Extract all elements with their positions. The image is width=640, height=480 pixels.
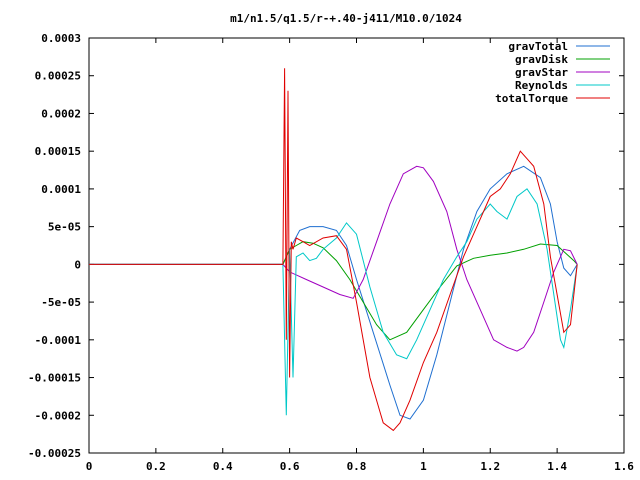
y-tick-label: 0.0003 [41, 32, 81, 45]
y-tick-label: -0.0002 [35, 409, 81, 422]
y-tick-label: -0.00025 [28, 447, 81, 460]
series-line-Reynolds [89, 188, 578, 416]
series-line-gravStar [89, 165, 578, 352]
x-tick-label: 0.8 [347, 460, 367, 473]
legend-label: gravStar [515, 66, 568, 79]
y-tick-label: 0.00025 [35, 70, 81, 83]
legend-label: gravDisk [515, 53, 568, 66]
series-line-gravTotal [89, 165, 578, 420]
axis-ticks: 0 0.2 0.4 0.6 0.8 1 1.2 1.4 1.6 0.0003 0.00025 0.00… [28, 32, 634, 473]
x-tick-label: 0.4 [213, 460, 233, 473]
series-lines [89, 68, 578, 432]
x-tick-label: 0.2 [146, 460, 166, 473]
y-tick-label: 0 [74, 258, 81, 271]
legend: gravTotalgravDiskgravStarReynoldstotalTo… [495, 40, 610, 105]
y-tick-label: -5e-05 [41, 296, 81, 309]
x-tick-label: 0.6 [280, 460, 300, 473]
x-tick-label: 1.2 [480, 460, 500, 473]
chart-title: m1/n1.5/q1.5/r-+.40-j411/M10.0/1024 [230, 12, 462, 25]
legend-label: Reynolds [515, 79, 568, 92]
x-tick-label: 1.6 [614, 460, 634, 473]
y-tick-label: 0.00015 [35, 145, 81, 158]
y-tick-label: 0.0002 [41, 107, 81, 120]
x-tick-label: 1.4 [547, 460, 567, 473]
x-tick-label: 0 [86, 460, 93, 473]
legend-label: gravTotal [508, 40, 568, 53]
y-tick-label: 0.0001 [41, 183, 81, 196]
y-tick-label: -0.0001 [35, 334, 82, 347]
series-line-totalTorque [89, 68, 578, 432]
y-tick-label: 5e-05 [48, 221, 81, 234]
series-line-gravDisk [89, 241, 578, 341]
x-tick-label: 1 [420, 460, 427, 473]
y-tick-label: -0.00015 [28, 372, 81, 385]
legend-label: totalTorque [495, 92, 568, 105]
